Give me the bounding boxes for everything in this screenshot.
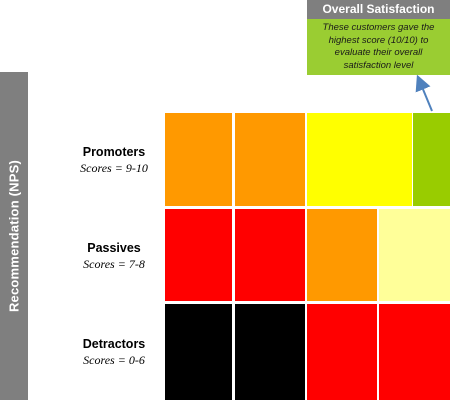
row-label-detractors: Detractors Scores = 0-6 <box>44 336 184 368</box>
grid-cell-detractors-3 <box>307 304 377 400</box>
row-subtitle-promoters: Scores = 9-10 <box>44 160 184 176</box>
grid-cell-passives-2 <box>235 209 305 301</box>
row-subtitle-passives: Scores = 7-8 <box>44 256 184 272</box>
callout-box: These customers gave the highest score (… <box>307 19 450 75</box>
grid-cell-promoters-4 <box>413 113 450 206</box>
axis-label: Recommendation (NPS) <box>7 160 22 312</box>
grid-cell-promoters-3 <box>307 113 412 206</box>
row-title-passives: Passives <box>44 240 184 256</box>
overall-satisfaction-header: Overall Satisfaction <box>307 0 450 19</box>
row-subtitle-detractors: Scores = 0-6 <box>44 352 184 368</box>
grid-cell-detractors-1 <box>165 304 232 400</box>
grid-cell-detractors-2 <box>235 304 305 400</box>
row-label-passives: Passives Scores = 7-8 <box>44 240 184 272</box>
grid-cell-promoters-2 <box>235 113 305 206</box>
grid-cell-promoters-1 <box>165 113 232 206</box>
grid-cell-passives-4 <box>379 209 450 301</box>
row-title-promoters: Promoters <box>44 144 184 160</box>
row-label-promoters: Promoters Scores = 9-10 <box>44 144 184 176</box>
grid-cell-passives-3 <box>307 209 377 301</box>
grid-cell-detractors-4 <box>379 304 450 400</box>
row-title-detractors: Detractors <box>44 336 184 352</box>
grid-cell-passives-1 <box>165 209 232 301</box>
